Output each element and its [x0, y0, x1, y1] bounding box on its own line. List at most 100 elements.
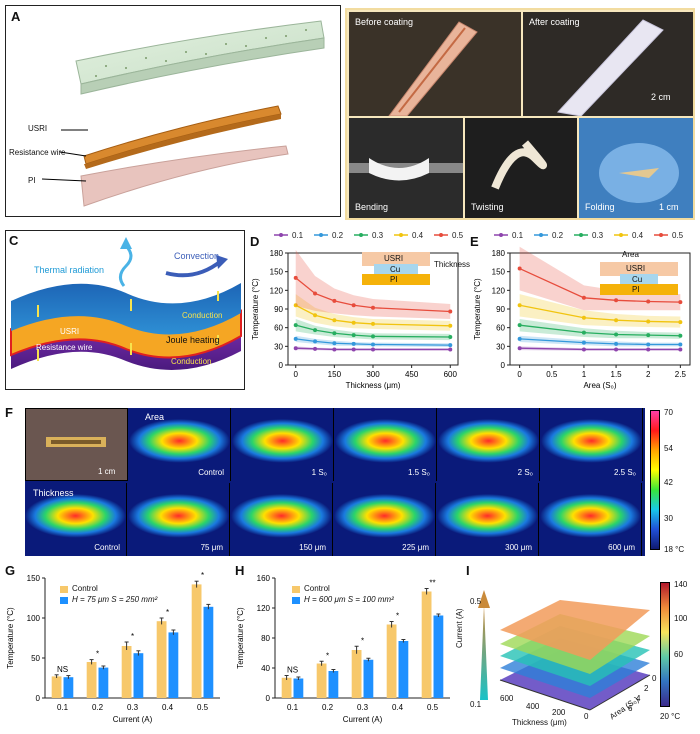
y-tick-label: 150	[270, 268, 284, 277]
point-0.2-600	[448, 343, 453, 348]
panel-letter-i: I	[466, 563, 470, 578]
legend-e: 0.1 0.2 0.3 0.4 0.5	[490, 228, 695, 240]
point-0.5-150	[332, 298, 337, 303]
inset-d-pi: PI	[390, 275, 398, 284]
point-0.4-150	[332, 318, 337, 323]
panel-letter-c: C	[9, 233, 19, 248]
band-0.4	[519, 294, 681, 328]
bar-control-0.2	[316, 663, 327, 698]
bar-treated-0.3	[363, 659, 374, 698]
thermal-radiation-label: Thermal radiation	[34, 265, 105, 275]
panel-i-xlabel: Thickness (μm)	[512, 718, 567, 727]
x-tick-label: 1.5	[611, 370, 623, 379]
significance-marker: *	[166, 608, 169, 617]
y-tick-label: 50	[31, 654, 40, 663]
panel-c-diagram	[10, 237, 242, 370]
y-tick-label: 120	[257, 604, 271, 613]
x-tick-label: 0	[517, 370, 522, 379]
usri-label: USRI	[28, 124, 48, 133]
panel-i-bottom-current: 0.1	[470, 700, 482, 709]
x-tick-label: 150	[328, 370, 342, 379]
photo-scale-1cm: 1 cm	[98, 467, 116, 476]
photo-sample: 1 cm	[25, 408, 128, 481]
x-tick-label: 600	[444, 370, 458, 379]
thermal-image-thickness-5: 600 μm	[540, 483, 642, 556]
point-0.1-600	[448, 347, 453, 352]
band-0.3	[519, 318, 681, 339]
y-tick-label: 0	[501, 361, 506, 370]
conduction-bottom-label: Conduction	[171, 357, 212, 366]
thermal-label: 1 S₀	[311, 468, 327, 477]
label-after-coating: After coating	[529, 17, 580, 27]
bar-treated-0.2	[328, 671, 339, 698]
panel-i-xtick-400: 400	[526, 702, 540, 711]
inset-e-usri: USRI	[626, 264, 646, 273]
label-bending: Bending	[355, 202, 389, 212]
colorbar-f-18: 18 °C	[664, 545, 685, 554]
x-tick-label: 0.1	[287, 703, 299, 712]
inset-d-usri: USRI	[384, 254, 404, 263]
panel-i-xtick-200: 200	[552, 708, 566, 717]
photo-after-coating: After coating 2 cm	[523, 12, 693, 116]
y-axis-label: Temperature (°C)	[6, 607, 15, 669]
point-0.1-2	[646, 347, 651, 352]
label-thickness: Thickness	[33, 488, 74, 498]
pi-label: PI	[28, 176, 36, 185]
point-0.1-75	[313, 346, 318, 351]
point-0.4-300	[371, 321, 375, 326]
point-0.3-75	[313, 328, 318, 333]
y-tick-label: 180	[270, 249, 284, 258]
panel-letter-d: D	[250, 234, 260, 249]
panel-i-ztick-2: 2	[644, 684, 649, 693]
bar-control-0.5	[421, 591, 432, 698]
colorbar-i	[660, 582, 670, 707]
point-0.2-75	[313, 339, 318, 344]
thermal-image-area-1: 1 S₀	[232, 408, 334, 481]
label-before-coating: Before coating	[355, 17, 414, 27]
thermal-label: 2 S₀	[517, 468, 533, 477]
y-tick-label: 120	[270, 286, 284, 295]
chart-g: 0 50 100 150 0.1 NS 0.2 * 0.3 * 0.4 * 0.5 * Current (A…	[6, 571, 220, 724]
thermal-image-area-3: 2 S₀	[438, 408, 540, 481]
bar-treated-0.1	[293, 678, 304, 698]
point-0.5-2.5	[678, 300, 683, 305]
legend-h: Control H = 600 μm S = 100 mm²	[292, 584, 462, 608]
bar-control-0.1	[51, 676, 62, 698]
x-tick-label: 2	[646, 370, 651, 379]
thermal-image-thickness-1: 75 μm	[128, 483, 230, 556]
point-0.3-0	[517, 323, 522, 328]
x-tick-label: 0.2	[92, 703, 104, 712]
point-0.1-300	[371, 347, 375, 352]
thermal-image-area-4: 2.5 S₀	[541, 408, 643, 481]
legend-marker-0.1	[279, 233, 283, 237]
colorbar-i-60: 60	[674, 650, 683, 659]
thermal-label: 2.5 S₀	[614, 468, 636, 477]
legend-marker-0.5	[439, 233, 443, 237]
photo-bending: Bending	[349, 118, 463, 218]
bar-control-0.2	[86, 662, 97, 698]
point-0.2-300	[371, 342, 375, 347]
legend-marker-0.3	[359, 233, 363, 237]
panel-letter-e: E	[470, 234, 479, 249]
point-0.3-2	[646, 333, 651, 338]
y-tick-label: 0	[36, 694, 41, 703]
thermal-label: 600 μm	[608, 543, 635, 552]
legend-d: 0.1 0.2 0.3 0.4 0.5	[270, 228, 470, 240]
bar-control-0.3	[351, 650, 362, 698]
x-tick-label: 0.5	[427, 703, 439, 712]
chart-d: 0 30 60 90 120 150 180 0 150 300 450 600 Thickness (…	[251, 249, 459, 390]
series-line-0.3	[295, 324, 451, 338]
legend-marker-0.3	[579, 233, 583, 237]
y-axis-label: Temperature (°C)	[473, 278, 482, 340]
significance-marker: *	[326, 651, 329, 660]
bar-treated-0.3	[133, 653, 144, 698]
y-tick-label: 40	[261, 664, 270, 673]
usri-layer-label: USRI	[60, 327, 80, 336]
inset-e-area: Area	[622, 250, 639, 259]
legend-marker-0.4	[399, 233, 403, 237]
colorbar-i-20: 20 °C	[660, 712, 681, 721]
legend-label-0.5: 0.5	[672, 231, 684, 240]
x-tick-label: 0	[294, 370, 299, 379]
legend-label-0.4: 0.4	[412, 231, 424, 240]
x-tick-label: 0.4	[392, 703, 404, 712]
